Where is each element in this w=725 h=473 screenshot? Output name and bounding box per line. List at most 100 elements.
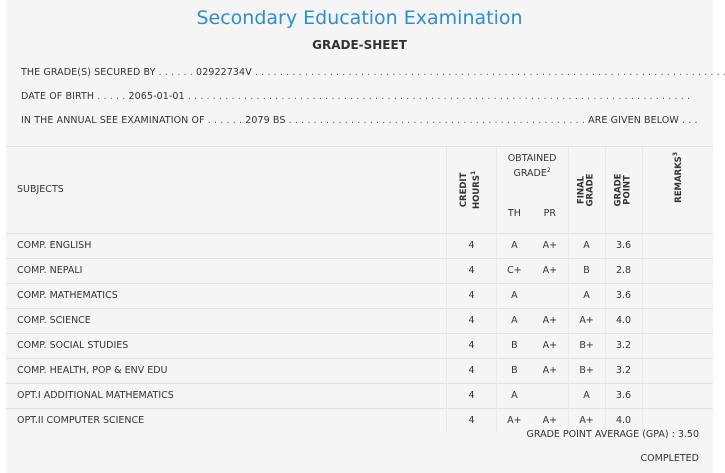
table-header-row: SUBJECTS CREDIT HOURS1 OBTAINED GRADE2 FIN…	[6, 146, 713, 233]
remarks-sup: 3	[672, 151, 680, 157]
theory-grade-cell: A	[495, 383, 533, 408]
credit-hours-cell: 4	[446, 383, 497, 408]
grade-point-cell: 3.6	[604, 233, 643, 258]
credit-hours-cell: 4	[446, 358, 497, 383]
grade-point-cell: 2.8	[604, 258, 643, 283]
remarks-cell	[641, 283, 713, 308]
obtained-line2: GRADE	[513, 168, 547, 180]
practical-grade-cell: A+	[542, 415, 558, 427]
remarks-header: REMARKS3	[641, 146, 713, 233]
final-grade-cell: A	[567, 233, 606, 258]
subject-cell: COMP. MATHEMATICS	[17, 290, 118, 301]
exam-suffix: ARE GIVEN BELOW . . .	[588, 115, 698, 126]
grade-sheet-heading: GRADE-SHEET	[312, 38, 407, 52]
table-row: OPT.II COMPUTER SCIENCE 4 A+ A+ A+ 4.0	[6, 408, 713, 433]
remarks-cell	[641, 358, 713, 383]
info-line-symbol: THE GRADE(S) SECURED BY . . . . . . 0292…	[21, 67, 725, 78]
symbol-label: THE GRADE(S) SECURED BY	[21, 67, 156, 78]
practical-grade-cell	[532, 383, 568, 408]
symbol-number: 02922734V	[196, 67, 252, 78]
subject-cell: COMP. NEPALI	[17, 265, 83, 276]
remarks-cell	[641, 333, 713, 358]
credit-hours-cell: 4	[446, 258, 497, 283]
grade-point-cell: 3.2	[604, 333, 643, 358]
remarks-cell	[641, 408, 713, 433]
exam-year: 2079 BS	[245, 115, 286, 126]
practical-grade-cell: A+	[542, 240, 558, 251]
final-line2: GRADE	[585, 173, 596, 207]
dob-label: DATE OF BIRTH	[21, 91, 95, 102]
theory-grade-cell: A	[495, 308, 533, 333]
remarks-cell	[641, 233, 713, 258]
final-grade-cell: B+	[567, 358, 606, 383]
subject-cell: COMP. SCIENCE	[17, 315, 91, 326]
theory-grade-cell: A+	[495, 408, 533, 433]
grade-point-cell: 3.2	[604, 358, 643, 383]
grades-table: SUBJECTS CREDIT HOURS1 OBTAINED GRADE2 FIN…	[6, 146, 713, 433]
remarks-cell	[641, 258, 713, 283]
final-grade-cell: B+	[567, 333, 606, 358]
dots: . . . . . .	[155, 67, 197, 78]
practical-grade-cell: A+	[542, 365, 558, 376]
table-row: COMP. SOCIAL STUDIES 4 B A+ B+ 3.2	[6, 333, 713, 358]
credit-hours-cell: 4	[446, 408, 497, 433]
gpa-line: GRADE POINT AVERAGE (GPA) : 3.50	[527, 429, 699, 440]
final-grade-cell: A+	[567, 408, 606, 433]
practical-grade-cell	[532, 283, 568, 308]
grade-point-cell: 3.6	[604, 383, 643, 408]
subject-cell: OPT.I ADDITIONAL MATHEMATICS	[17, 390, 174, 401]
credit-sup: 1	[470, 170, 478, 175]
dots: . . . . . . . . . . . . . . . . . . . . …	[251, 67, 725, 78]
grade-point-cell: 4.0	[604, 308, 643, 333]
remarks-text: REMARKS	[674, 156, 685, 203]
table-row: COMP. MATHEMATICS 4 A A 3.6	[6, 283, 713, 308]
remarks-label: REMARKS3	[671, 152, 684, 203]
subject-cell: COMP. ENGLISH	[17, 240, 92, 251]
credit-hours-cell: 4	[446, 308, 497, 333]
remarks-cell	[641, 308, 713, 333]
credit-hours-cell: 4	[446, 283, 497, 308]
point-line2: POINT	[622, 174, 633, 205]
grade-point-label: GRADE POINT	[614, 173, 633, 206]
obtained-sup: 2	[546, 167, 551, 174]
table-subheader-row: TH PR	[6, 207, 713, 234]
pr-label: PR	[543, 207, 556, 219]
grade-point-cell: 4.0	[604, 408, 643, 433]
practical-grade-cell: A+	[542, 265, 558, 276]
credit-hours-label: CREDIT HOURS1	[459, 170, 483, 209]
theory-grade-cell: C+	[495, 258, 533, 283]
theory-grade-cell: A	[495, 233, 533, 258]
exam-title: Secondary Education Examination	[196, 7, 523, 29]
table-row: OPT.I ADDITIONAL MATHEMATICS 4 A A 3.6	[6, 383, 713, 408]
final-grade-cell: A	[567, 383, 606, 408]
credit-hours-cell: 4	[446, 233, 497, 258]
subject-cell: COMP. SOCIAL STUDIES	[17, 340, 129, 351]
practical-grade-cell: A+	[542, 340, 558, 351]
remarks-cell	[641, 383, 713, 408]
dots: . . . . . . . . . . . . . . . . . . . . …	[285, 115, 589, 126]
credit-line1: CREDIT	[459, 172, 470, 208]
subjects-header-label: SUBJECTS	[17, 184, 64, 196]
theory-grade-cell: A	[495, 283, 533, 308]
credit-hours-cell: 4	[446, 333, 497, 358]
info-line-dob: DATE OF BIRTH . . . . . 2065-01-01 . . .…	[21, 91, 690, 102]
table-row: COMP. ENGLISH 4 A A+ A 3.6	[6, 233, 713, 258]
table-row: COMP. HEALTH, POP & ENV EDU 4 B A+ B+ 3.2	[6, 358, 713, 383]
grades-body: COMP. ENGLISH 4 A A+ A 3.6 COMP. NEPALI 4 C+ A+ B 2…	[6, 233, 713, 433]
practical-grade-cell: A+	[542, 315, 558, 326]
table-row: COMP. SCIENCE 4 A A+ A+ 4.0	[6, 308, 713, 333]
subject-cell: OPT.II COMPUTER SCIENCE	[17, 415, 145, 427]
final-grade-label: FINAL GRADE	[577, 173, 596, 207]
gpa-label: GRADE POINT AVERAGE (GPA) :	[526, 429, 675, 440]
obtained-line1: OBTAINED	[507, 153, 557, 164]
theory-grade-cell: B	[495, 333, 533, 358]
exam-label: IN THE ANNUAL SEE EXAMINATION OF	[21, 115, 205, 126]
pr-header: PR	[532, 208, 568, 234]
th-header: TH	[495, 207, 533, 233]
gpa-value: 3.50	[677, 429, 699, 440]
table-row: COMP. NEPALI 4 C+ A+ B 2.8	[6, 258, 713, 283]
subject-cell: COMP. HEALTH, POP & ENV EDU	[17, 365, 168, 376]
dots: . . . . . . . . . . . . . . . . . . . . …	[184, 91, 691, 102]
th-label: TH	[507, 207, 521, 219]
final-grade-header: FINAL GRADE	[567, 146, 606, 233]
